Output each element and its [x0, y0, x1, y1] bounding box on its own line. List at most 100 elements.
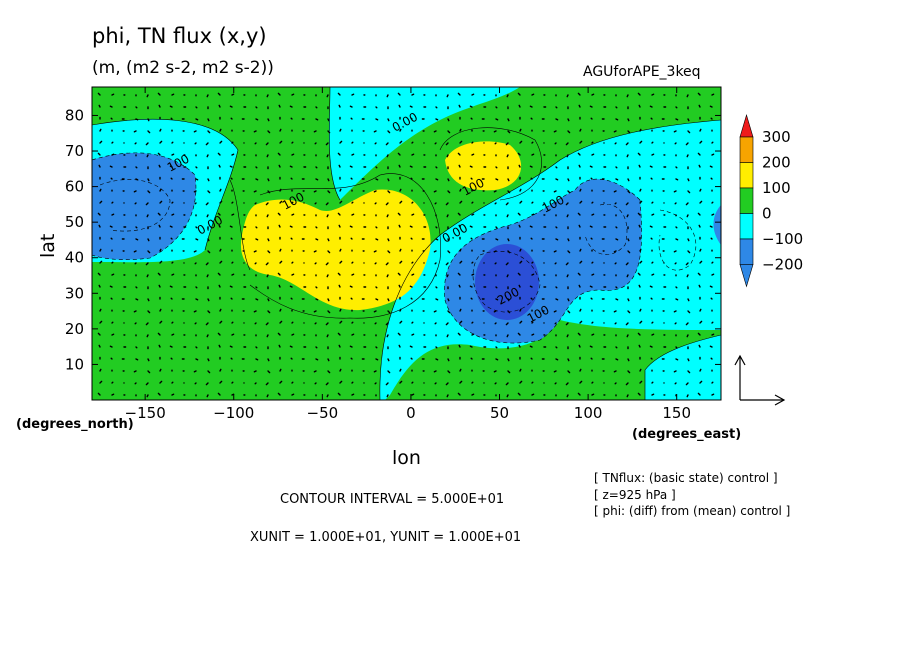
- flux-vector: [399, 260, 403, 264]
- flux-vector: [313, 130, 317, 133]
- flux-vector: [615, 178, 619, 181]
- flux-vector: [686, 154, 689, 158]
- y-axis-label: lat: [37, 234, 59, 258]
- flux-vector: [469, 225, 473, 228]
- flux-vector: [290, 237, 293, 240]
- flux-vector: [506, 214, 509, 218]
- flux-vector: [615, 298, 619, 301]
- flux-vector: [567, 178, 570, 182]
- flux-vector: [565, 382, 569, 386]
- flux-vector: [637, 392, 641, 396]
- flux-vector: [373, 250, 377, 253]
- flux-vector: [289, 105, 293, 108]
- flux-vector: [555, 358, 559, 361]
- flux-vector: [387, 130, 391, 134]
- flux-vector: [230, 237, 233, 240]
- flux-vector: [531, 381, 534, 384]
- flux-vector: [531, 261, 534, 264]
- flux-vector: [337, 272, 341, 276]
- flux-vector: [111, 333, 115, 336]
- flux-vector: [195, 106, 198, 109]
- flux-vector: [471, 153, 475, 156]
- flux-vector: [351, 201, 354, 204]
- flux-vector: [638, 344, 641, 348]
- flux-vector: [446, 154, 449, 158]
- flux-vector: [687, 358, 690, 362]
- flux-vector: [157, 152, 161, 156]
- flux-vector: [686, 94, 689, 98]
- flux-vector: [471, 393, 475, 396]
- flux-vector: [518, 344, 521, 348]
- colorbar-segment: [739, 213, 754, 240]
- flux-vector: [517, 92, 521, 96]
- flux-vector: [675, 106, 678, 109]
- flux-vector: [147, 190, 151, 194]
- flux-vector: [673, 250, 677, 253]
- flux-vector: [195, 238, 199, 241]
- flux-vector: [673, 130, 677, 133]
- flux-vector: [698, 104, 701, 108]
- flux-vector: [170, 357, 173, 360]
- flux-vector: [459, 188, 462, 192]
- flux-vector: [99, 368, 102, 372]
- flux-vector: [673, 190, 677, 193]
- colorbar-top-triangle: [739, 113, 754, 138]
- flux-vector: [711, 93, 715, 96]
- flux-vector: [313, 310, 317, 313]
- flux-vector: [147, 310, 151, 314]
- flux-vector: [231, 213, 235, 216]
- flux-vector: [375, 106, 378, 109]
- flux-vector: [327, 250, 331, 254]
- flux-vector: [530, 237, 533, 240]
- flux-vector: [687, 190, 691, 194]
- flux-vector: [206, 154, 209, 158]
- flux-vector: [577, 332, 581, 336]
- flux-vector: [135, 226, 138, 229]
- flux-vector: [231, 333, 235, 336]
- flux-vector: [229, 345, 233, 348]
- flux-vector: [506, 154, 509, 158]
- flux-vector: [687, 118, 690, 122]
- flux-vector: [459, 140, 463, 144]
- flux-vector: [218, 284, 221, 288]
- flux-vector: [649, 285, 653, 288]
- flux-vector: [446, 94, 449, 98]
- flux-vector: [339, 320, 343, 324]
- flux-vector: [231, 273, 235, 276]
- flux-vector: [387, 370, 391, 374]
- flux-vector: [386, 394, 389, 398]
- flux-vector: [255, 286, 258, 289]
- flux-vector: [279, 188, 282, 192]
- colorbar-label: 200: [762, 154, 791, 172]
- flux-vector: [445, 262, 449, 266]
- flux-vector: [457, 92, 461, 96]
- flux-vector: [255, 118, 259, 121]
- flux-vector: [267, 190, 271, 194]
- flux-vector: [325, 322, 329, 326]
- flux-vector: [615, 226, 618, 229]
- flux-vector: [410, 357, 413, 360]
- flux-vector: [447, 370, 451, 374]
- flux-vector: [315, 286, 318, 289]
- flux-vector: [699, 308, 702, 312]
- flux-vector: [315, 178, 319, 181]
- field-deep-blue-region: [475, 244, 539, 320]
- flux-vector: [171, 201, 174, 204]
- flux-vector: [591, 93, 595, 96]
- flux-vector: [410, 237, 413, 240]
- flux-vector: [375, 346, 378, 349]
- flux-vector: [470, 117, 473, 120]
- flux-vector: [253, 190, 257, 193]
- flux-vector: [614, 262, 617, 265]
- flux-vector: [327, 178, 330, 182]
- flux-vector: [638, 104, 641, 108]
- flux-vector: [99, 320, 103, 324]
- flux-vector: [230, 297, 233, 300]
- flux-vector: [554, 142, 557, 145]
- flux-vector: [687, 298, 690, 302]
- flux-vector: [267, 298, 270, 302]
- flux-vector: [517, 152, 521, 156]
- flux-vector: [339, 140, 343, 144]
- flux-vector: [687, 250, 691, 254]
- flux-vector: [507, 310, 511, 314]
